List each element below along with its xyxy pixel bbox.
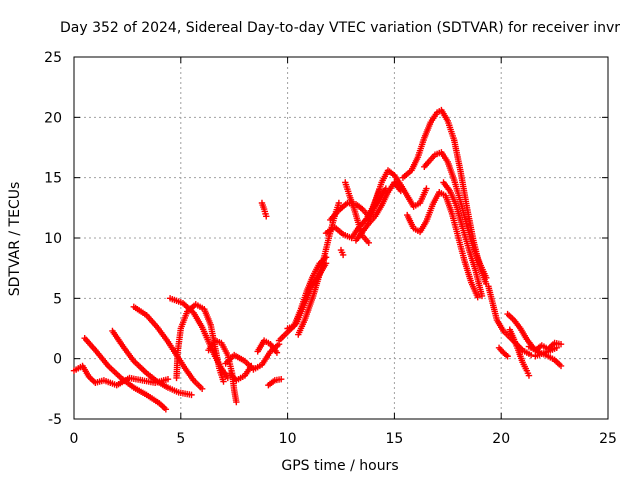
y-tick-label: 10 [44, 231, 62, 247]
x-tick-label: 5 [176, 431, 185, 447]
y-tick-label: 15 [44, 171, 62, 187]
data-point [478, 292, 486, 300]
data-point [277, 375, 285, 383]
series-arc-v [404, 188, 481, 301]
series-arc-c [109, 327, 195, 399]
series-arc-ac [506, 326, 533, 379]
x-tick-label: 0 [70, 431, 79, 447]
data-points [70, 106, 565, 413]
data-point [504, 353, 511, 360]
data-point [339, 251, 347, 259]
grid-layer [74, 57, 608, 419]
series-arc-x [421, 149, 490, 282]
data-point [248, 362, 255, 370]
x-tick-label: 15 [385, 431, 403, 447]
series-arc-y [440, 179, 486, 300]
series-arc-aa [495, 344, 511, 360]
axis-layer [73, 56, 609, 420]
data-point [474, 293, 481, 301]
y-tick-label: -5 [48, 412, 62, 428]
data-point [553, 344, 560, 352]
data-point [557, 362, 565, 370]
data-point [365, 239, 372, 247]
x-tick-label: 20 [492, 431, 510, 447]
data-point [423, 185, 430, 192]
data-point [162, 406, 170, 413]
series-arc-j [254, 337, 281, 356]
y-tick-label: 0 [53, 352, 62, 368]
series-arc-t [365, 167, 430, 224]
y-axis-label: SDTVAR / TECUs [7, 182, 23, 297]
series-arc-s [337, 246, 347, 259]
data-point [188, 391, 195, 399]
chart-title: Day 352 of 2024, Sidereal Day-to-day VTE… [60, 20, 620, 36]
series-arc-d [130, 303, 206, 393]
data-point [263, 213, 270, 220]
series-arc-k [265, 375, 285, 389]
y-tick-label: 20 [44, 110, 62, 126]
tick-labels: 0 5 10 15 20 25 -5 0 5 10 15 20 25 [44, 50, 617, 447]
data-point [198, 385, 206, 393]
x-tick-label: 25 [599, 431, 617, 447]
x-tick-label: 10 [279, 431, 297, 447]
data-point [502, 351, 510, 359]
series-arc-h [222, 340, 283, 373]
data-point [397, 187, 405, 195]
data-point [557, 340, 565, 348]
series-arc-u [352, 179, 405, 244]
data-point [527, 351, 535, 359]
series-arc-b [81, 334, 170, 413]
data-point [525, 372, 533, 379]
series-arc-i [226, 362, 255, 384]
y-tick-label: 5 [53, 291, 62, 307]
series-arc-l [258, 199, 270, 220]
data-point [335, 199, 343, 207]
x-axis-label: GPS time / hours [281, 458, 398, 474]
y-tick-label: 25 [44, 50, 62, 66]
data-point [220, 378, 227, 385]
series-arc-o [295, 199, 343, 338]
data-point [233, 398, 240, 406]
data-point [164, 375, 172, 383]
series-arc-ae [532, 344, 560, 360]
data-point [273, 349, 281, 356]
series-arc-ad [525, 339, 565, 354]
data-point [483, 274, 490, 282]
